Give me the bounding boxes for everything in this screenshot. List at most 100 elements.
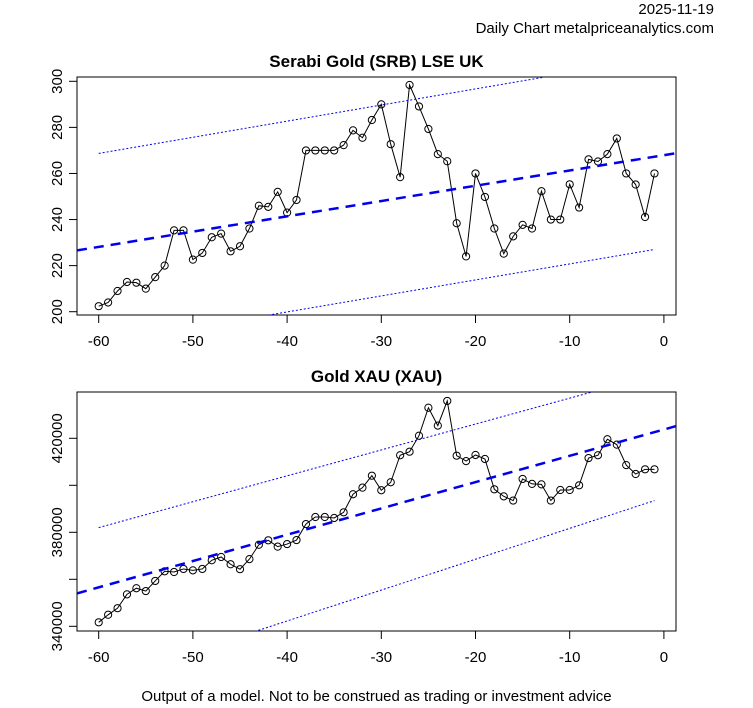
xau-price-point	[556, 485, 565, 495]
srb-price-point	[198, 248, 207, 258]
srb-price-point	[575, 203, 584, 212]
srb-x-tick-label: -50	[182, 333, 204, 350]
xau-y-tick-label: 380000	[49, 507, 66, 557]
xau-price-point	[424, 403, 433, 412]
xau-price-point	[113, 604, 122, 613]
xau-price-point	[405, 447, 414, 456]
disclaimer-text: Output of a model. Not to be construed a…	[141, 688, 612, 705]
srb-x-tick-label: -30	[370, 333, 392, 350]
xau-price-point	[499, 492, 508, 501]
chart-source: Daily Chart metalpriceanalytics.com	[475, 20, 714, 37]
srb-price-point	[480, 192, 490, 202]
xau-price-point	[612, 440, 621, 449]
xau-x-tick-label: -30	[370, 649, 392, 666]
srb-price-point	[311, 146, 320, 155]
srb-y-tick-label: 220	[49, 253, 66, 278]
xau-price-point	[452, 451, 461, 460]
xau-price-point	[151, 576, 160, 586]
xau-price-point	[330, 513, 339, 523]
xau-price-point	[650, 465, 659, 474]
xau-plot-frame	[76, 391, 677, 632]
srb-price-point	[461, 252, 471, 261]
srb-y-tick-label: 260	[49, 161, 66, 186]
srb-price-point	[584, 155, 593, 164]
xau-trend-line	[77, 424, 676, 595]
srb-price-line	[98, 83, 655, 307]
srb-price-point	[113, 286, 122, 296]
xau-price-point	[254, 540, 263, 549]
xau-price-point	[396, 451, 405, 460]
srb-price-point	[122, 277, 132, 287]
srb-price-point	[207, 233, 216, 242]
srb-plot-frame	[76, 76, 677, 316]
srb-price-point	[132, 278, 141, 287]
srb-plot-area	[77, 77, 676, 315]
xau-price-point	[490, 485, 499, 494]
xau-x-tick-label: -10	[559, 649, 581, 666]
xau-y-tick-label: 420000	[49, 413, 66, 463]
xau-price-point	[603, 435, 612, 444]
xau-price-point	[245, 554, 254, 564]
xau-x-tick-label: -40	[276, 649, 298, 666]
xau-price-point	[631, 469, 640, 479]
xau-plot-area	[77, 392, 676, 631]
srb-price-point	[546, 215, 555, 224]
srb-price-point	[141, 284, 150, 293]
xau-price-point	[358, 483, 367, 492]
xau-price-point	[141, 586, 150, 596]
xau-price-point	[527, 479, 537, 488]
srb-price-point	[245, 224, 254, 233]
srb-x-tick-label: -40	[276, 333, 298, 350]
srb-price-point	[565, 180, 574, 189]
xau-price-point	[377, 486, 386, 495]
srb-price-point	[622, 169, 631, 178]
srb-x-tick-label: -10	[559, 333, 581, 350]
chart-date: 2025-11-19	[638, 1, 714, 18]
xau-price-point	[292, 535, 301, 545]
srb-y-tick-label: 280	[49, 115, 66, 140]
srb-price-point	[104, 298, 113, 307]
srb-price-point	[499, 249, 508, 258]
xau-price-point	[509, 496, 518, 505]
srb-y-tick-label: 200	[49, 299, 66, 324]
srb-price-point	[367, 115, 376, 125]
xau-price-point	[367, 471, 376, 480]
xau-chart-panel: Gold XAU (XAU) -60 -50 -40 -30 -20 -10 0 340000 3…	[49, 367, 677, 666]
srb-price-point	[358, 133, 367, 142]
srb-price-point	[188, 255, 197, 264]
srb-price-point	[235, 242, 245, 251]
srb-price-point	[292, 195, 301, 205]
xau-price-point	[235, 565, 245, 574]
xau-price-point	[640, 465, 650, 474]
xau-price-point	[311, 512, 320, 522]
xau-price-point	[188, 566, 197, 575]
xau-lower-band-line	[254, 500, 655, 631]
xau-price-point	[339, 508, 348, 517]
srb-price-point	[348, 126, 358, 135]
srb-x-tick-label: -60	[88, 333, 110, 350]
srb-price-point	[405, 80, 414, 90]
xau-price-point	[593, 451, 603, 460]
xau-price-point	[104, 610, 113, 619]
srb-lower-band-line	[266, 248, 655, 315]
xau-price-point	[565, 485, 574, 495]
srb-trend-line	[77, 151, 676, 252]
srb-price-point	[339, 141, 348, 150]
xau-price-point	[301, 519, 311, 529]
xau-price-point	[584, 453, 593, 463]
srb-price-point	[471, 169, 480, 178]
xau-price-line	[98, 399, 655, 623]
srb-price-point	[301, 146, 311, 155]
srb-price-point	[490, 224, 499, 233]
xau-x-tick-label: -50	[182, 649, 204, 666]
srb-x-tick-label: 0	[660, 333, 668, 350]
xau-price-point	[461, 456, 471, 466]
srb-price-point	[443, 157, 452, 166]
srb-price-point	[433, 150, 442, 159]
srb-x-tick-label: -20	[465, 333, 487, 350]
xau-price-point	[386, 478, 395, 487]
srb-price-point	[217, 229, 226, 238]
srb-price-point	[603, 150, 612, 159]
xau-price-point	[443, 396, 452, 406]
